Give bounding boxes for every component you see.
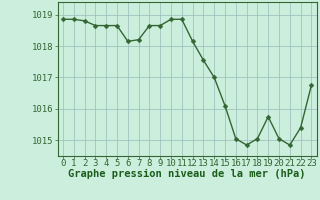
- X-axis label: Graphe pression niveau de la mer (hPa): Graphe pression niveau de la mer (hPa): [68, 169, 306, 179]
